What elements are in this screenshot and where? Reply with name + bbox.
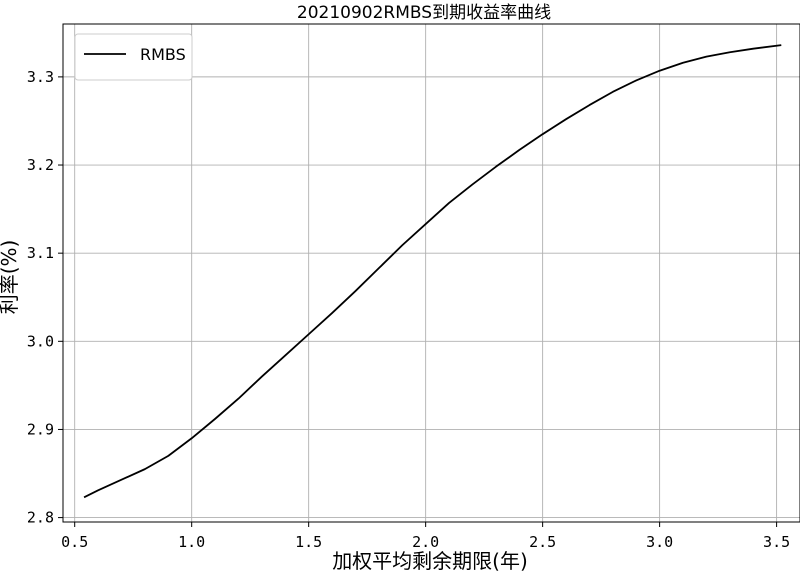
plot-area — [62, 23, 800, 523]
grid — [63, 24, 800, 522]
series-lines — [83, 44, 782, 499]
series-line-rmbs — [83, 44, 782, 499]
x-tick-label: 3.0 — [646, 533, 673, 551]
y-tick-label: 2.8 — [27, 509, 54, 527]
y-tick-label: 3.3 — [27, 68, 54, 86]
x-tick-label: 1.5 — [295, 533, 322, 551]
y-tick-label: 3.2 — [27, 156, 54, 174]
y-axis-label: 利率(%) — [0, 240, 21, 315]
legend-box — [74, 33, 193, 81]
y-tick-label: 3.1 — [27, 244, 54, 262]
x-axis-label: 加权平均剩余期限(年) — [332, 549, 528, 573]
x-tick-label: 1.0 — [178, 533, 205, 551]
chart-title: 20210902RMBS到期收益率曲线 — [297, 3, 551, 23]
x-tick-label: 0.5 — [61, 533, 88, 551]
legend: RMBS — [74, 33, 193, 81]
x-tick-label: 2.5 — [529, 533, 556, 551]
axis-ticks: 0.5 1.0 1.5 2.0 2.5 3.0 3.5 2.8 2.9 3.0 3.1 3.2 3.3 — [27, 68, 790, 551]
x-tick-label: 3.5 — [763, 533, 790, 551]
legend-label-rmbs: RMBS — [140, 45, 186, 64]
y-tick-label: 3.0 — [27, 332, 54, 350]
y-tick-label: 2.9 — [27, 420, 54, 438]
x-tick-label: 2.0 — [412, 533, 439, 551]
